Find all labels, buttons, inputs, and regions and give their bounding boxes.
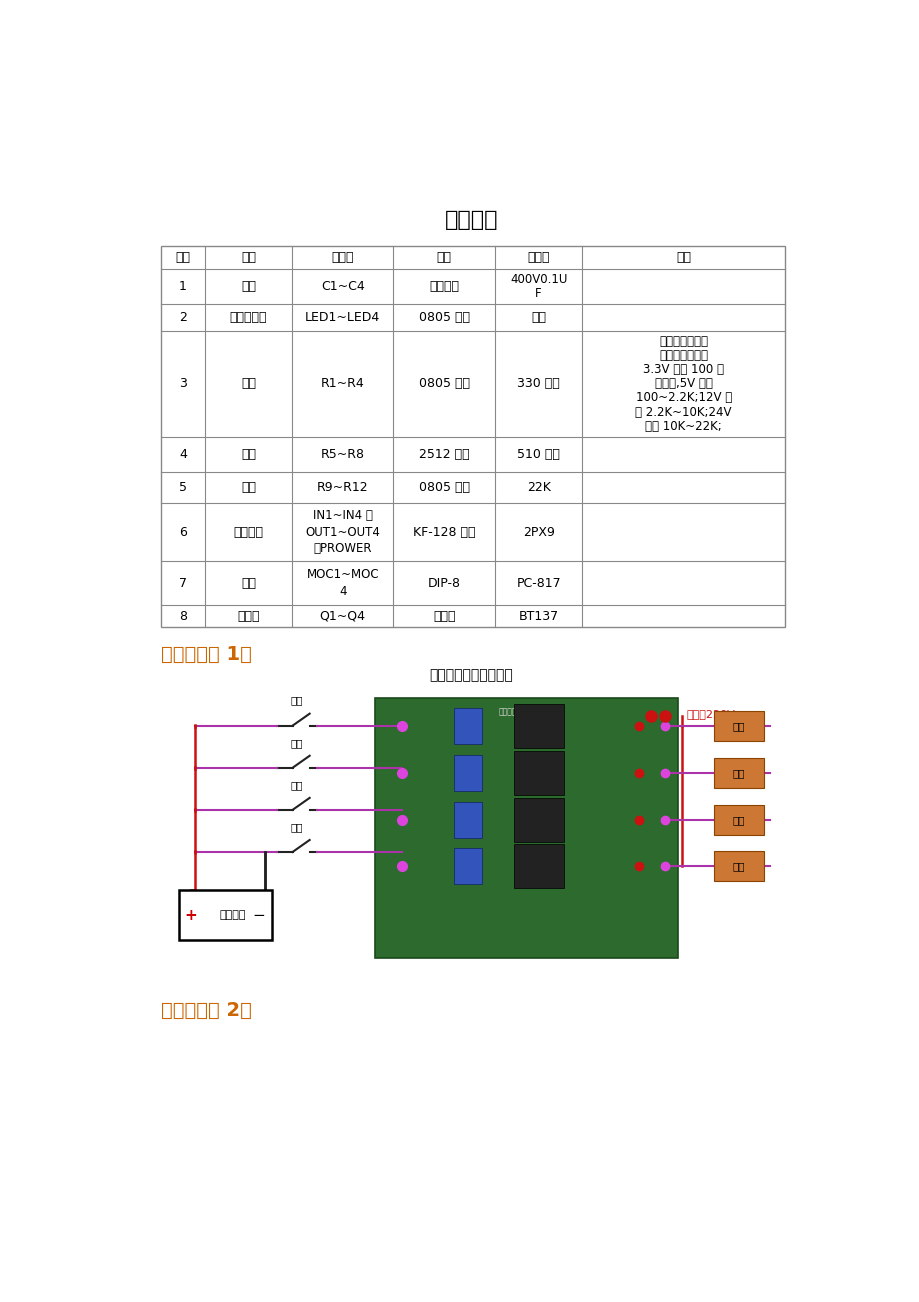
Bar [713,711,763,741]
Text: PC-817: PC-817 [516,577,561,590]
Text: 开关: 开关 [290,780,302,790]
Text: 负载: 负载 [732,815,744,825]
Text: 连接端子: 连接端子 [233,526,263,539]
Text: 以开关控制为例接线图: 以开关控制为例接线图 [429,668,513,682]
Bar [514,798,563,842]
Text: 用 2.2K~10K;24V: 用 2.2K~10K;24V [635,406,732,419]
Text: 100~2.2K;12V 使: 100~2.2K;12V 使 [635,392,731,405]
Text: 0805 封装: 0805 封装 [418,311,470,324]
Bar [713,805,763,835]
Text: 涤纶电容: 涤纶电容 [429,280,459,293]
Text: 电阻: 电阻 [241,448,255,461]
Text: 6: 6 [179,526,187,539]
Bar [713,852,763,881]
Text: 2: 2 [179,311,187,324]
Text: 【应用举例 2】: 【应用举例 2】 [161,1001,252,1019]
Text: 4: 4 [338,586,346,599]
Text: 7: 7 [179,577,187,590]
Text: 红色: 红色 [530,311,546,324]
Text: 电阻: 电阻 [241,378,255,391]
Text: 2512 封装: 2512 封装 [418,448,469,461]
Text: BT137: BT137 [518,609,558,622]
Text: OUT1~OUT4: OUT1~OUT4 [305,526,380,539]
Text: 0805 封装: 0805 封装 [418,482,470,495]
Text: 型号: 型号 [437,251,451,264]
Text: 接交流220V: 接交流220V [686,708,735,719]
Text: 0805 封装: 0805 封装 [418,378,470,391]
Text: 【应用举例 1】: 【应用举例 1】 [161,644,252,664]
Text: 姆左右,5V 使用: 姆左右,5V 使用 [654,378,712,391]
Text: 电阻: 电阻 [241,482,255,495]
Bar [453,708,482,743]
Text: KF-128 端子: KF-128 端子 [413,526,475,539]
Text: 序号: 序号 [176,251,190,264]
Bar [179,891,272,940]
Text: 开关: 开关 [290,695,302,706]
Text: 这个电阻由输入: 这个电阻由输入 [658,335,708,348]
Text: 元件清单: 元件清单 [444,211,498,230]
Text: 3: 3 [179,378,187,391]
Text: IN1~IN4 、: IN1~IN4 、 [312,509,372,522]
Text: 设友四路晶闸管扩展控制板: 设友四路晶闸管扩展控制板 [498,708,554,716]
Text: R9~R12: R9~R12 [316,482,369,495]
Text: 4: 4 [179,448,187,461]
Text: 负载: 负载 [732,721,744,730]
Bar [453,848,482,884]
Text: 400V0.1U: 400V0.1U [509,272,567,285]
Text: 开关: 开关 [290,822,302,832]
Text: 开关: 开关 [290,738,302,747]
Text: 330 欧姆: 330 欧姆 [516,378,560,391]
Text: 电容: 电容 [241,280,255,293]
Text: R5~R8: R5~R8 [321,448,364,461]
Text: 5: 5 [179,482,187,495]
Text: 标注名: 标注名 [331,251,354,264]
Text: 直流电源: 直流电源 [219,910,245,921]
Bar [453,755,482,790]
Text: MOC1~MOC: MOC1~MOC [306,568,379,581]
Text: 光耦: 光耦 [241,577,255,590]
Text: R1~R4: R1~R4 [321,378,364,391]
Text: 名称: 名称 [241,251,255,264]
Text: 8: 8 [179,609,187,622]
Text: DIP-8: DIP-8 [427,577,460,590]
Text: F: F [535,286,541,299]
Text: 使用 10K~22K;: 使用 10K~22K; [644,419,721,432]
Bar [375,698,677,958]
Text: 信号决定，一般: 信号决定，一般 [658,349,708,362]
Bar [514,844,563,888]
Bar [453,802,482,838]
Text: 22K: 22K [526,482,550,495]
Text: +: + [184,907,197,923]
Text: LED1~LED4: LED1~LED4 [305,311,380,324]
Text: 参数值: 参数值 [527,251,550,264]
Text: 负载: 负载 [732,768,744,777]
Text: 发光二极管: 发光二极管 [230,311,267,324]
Text: 3.3V 使用 100 欧: 3.3V 使用 100 欧 [642,363,723,376]
Text: 直插件: 直插件 [433,609,455,622]
Text: 负载: 负载 [732,861,744,871]
Bar [713,758,763,788]
Text: Q1~Q4: Q1~Q4 [320,609,366,622]
Text: −: − [253,907,265,923]
Bar [161,246,784,628]
Text: C1~C4: C1~C4 [321,280,364,293]
Text: 2PX9: 2PX9 [522,526,554,539]
Text: 三极管: 三极管 [237,609,259,622]
Text: 备注: 备注 [675,251,690,264]
Bar [514,703,563,747]
Text: 、PROWER: 、PROWER [313,542,371,555]
Text: 510 欧姆: 510 欧姆 [516,448,560,461]
Text: 1: 1 [179,280,187,293]
Bar [514,751,563,794]
